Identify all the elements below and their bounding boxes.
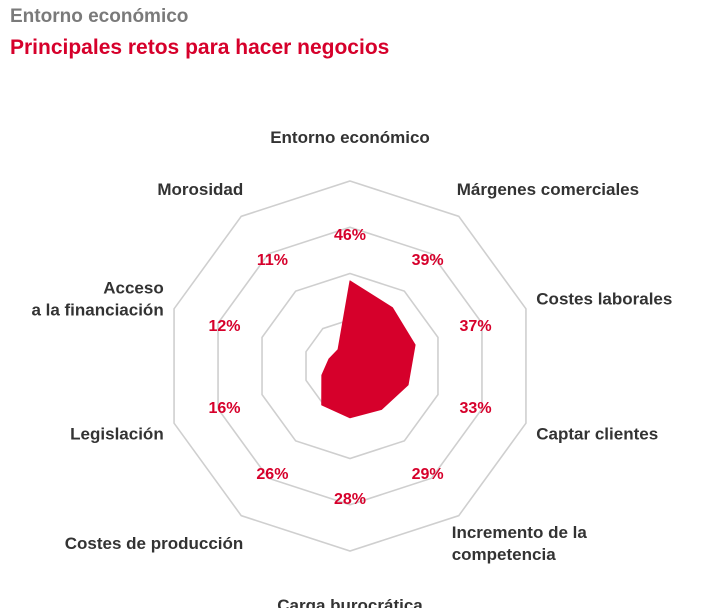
grid-ring-4 — [173, 180, 527, 552]
value-label: 46% — [334, 227, 366, 244]
value-label: 11% — [257, 252, 288, 269]
axis-label: Costes de producción — [65, 534, 244, 553]
axis-label: Márgenes comerciales — [457, 180, 639, 199]
grid-ring-3 — [217, 226, 483, 506]
axis-labels: Entorno económico Márgenes comerciales Cos… — [31, 128, 672, 608]
axis-label: Acceso a la financiación — [31, 278, 163, 319]
value-label: 29% — [412, 466, 444, 483]
axis-label: Carga burocrática — [277, 596, 423, 608]
axis-label: Legislación — [70, 425, 164, 444]
value-labels: 46% 39% 37% 33% 29% 28% 26% 16% 12% 11% — [208, 227, 491, 508]
value-label: 39% — [412, 252, 444, 269]
value-label: 37% — [460, 318, 492, 335]
axis-label: Morosidad — [157, 180, 243, 199]
value-label: 26% — [256, 466, 288, 483]
axis-label: Costes laborales — [536, 289, 672, 308]
chart-title: Principales retos para hacer negocios — [10, 36, 390, 59]
axis-label: Incremento de la competencia — [452, 523, 588, 564]
radar-series — [321, 280, 416, 419]
radar-grid — [173, 180, 527, 552]
series-area — [321, 280, 416, 419]
grid-ring-2 — [261, 272, 439, 460]
value-label: 12% — [208, 318, 240, 335]
value-label: 28% — [334, 491, 366, 508]
value-label: 16% — [208, 400, 240, 417]
axis-label: Captar clientes — [536, 425, 658, 444]
axis-label: Entorno económico — [270, 128, 430, 147]
section-kicker: Entorno económico — [10, 6, 189, 27]
value-label: 33% — [460, 400, 492, 417]
